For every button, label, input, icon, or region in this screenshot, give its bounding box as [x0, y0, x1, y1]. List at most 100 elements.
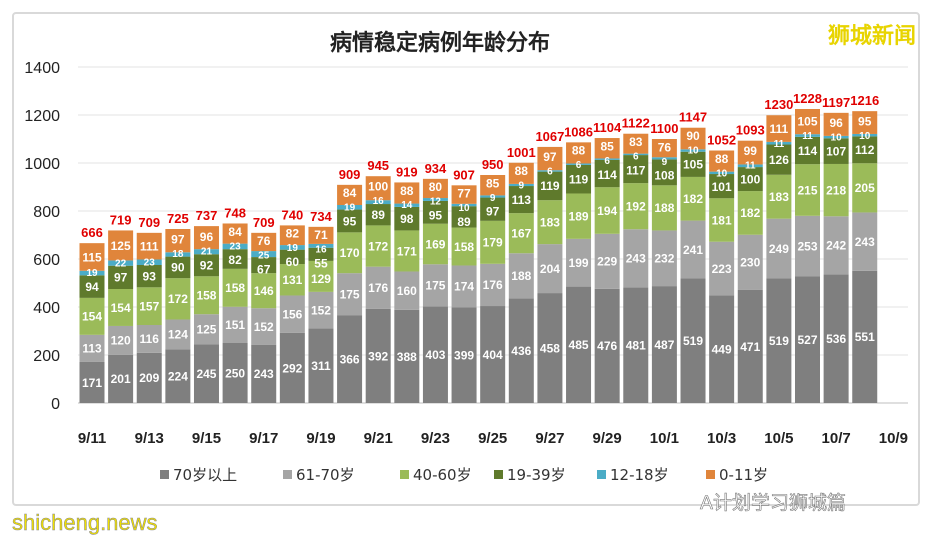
data-label: 88: [400, 184, 414, 198]
data-label: 243: [254, 367, 274, 381]
data-label: 241: [683, 243, 703, 257]
data-label: 105: [683, 158, 703, 172]
data-label: 189: [569, 209, 589, 223]
data-label: 487: [654, 338, 674, 352]
total-label: 709: [138, 215, 160, 230]
bar-segment: [251, 273, 277, 309]
total-label: 1197: [822, 95, 850, 110]
total-label: 934: [425, 161, 447, 176]
legend-swatch: [283, 470, 292, 479]
total-label: 1067: [535, 129, 564, 144]
x-tick-label: 9/23: [421, 430, 450, 447]
bar-segment: [480, 197, 506, 221]
data-label: 176: [483, 278, 503, 292]
data-label: 404: [483, 348, 503, 362]
y-tick-label: 0: [51, 396, 60, 413]
bar-segment: [108, 325, 134, 355]
bar-segment: [594, 187, 620, 234]
data-label: 218: [826, 183, 846, 197]
data-label: 22: [115, 259, 127, 270]
data-label: 399: [454, 348, 474, 362]
bar-segment: [365, 225, 391, 267]
bar-segment: [165, 278, 191, 320]
data-label: 152: [254, 320, 274, 334]
bar-segment: [537, 244, 563, 294]
data-label: 10: [458, 203, 470, 214]
bar-segment: [795, 276, 820, 403]
bar-segment: [737, 164, 763, 168]
data-label: 167: [511, 227, 531, 241]
data-label: 114: [597, 168, 617, 182]
bar-segment: [422, 200, 448, 224]
bar-segment: [623, 133, 649, 154]
bar-segment: [852, 136, 878, 164]
data-label: 14: [401, 200, 413, 211]
bar-segment: [193, 276, 219, 315]
data-label: 392: [368, 349, 388, 363]
y-tick-label: 600: [33, 252, 60, 269]
x-tick-label: 9/17: [249, 430, 278, 447]
x-tick-label: 10/7: [822, 430, 851, 447]
data-label: 98: [400, 212, 414, 226]
data-label: 131: [282, 273, 302, 287]
bar-segment: [508, 186, 534, 214]
total-label: 740: [281, 207, 303, 222]
data-label: 403: [425, 348, 445, 362]
data-label: 101: [712, 180, 732, 194]
bar-segment: [279, 245, 305, 250]
x-tick-label: 10/3: [707, 430, 736, 447]
total-label: 1052: [707, 133, 736, 148]
data-label: 146: [254, 284, 274, 298]
total-label: 1147: [679, 110, 707, 125]
legend-label: 12-18岁: [610, 466, 669, 484]
bar-segment: [79, 361, 105, 403]
data-label: 232: [654, 252, 674, 266]
data-label: 436: [511, 344, 531, 358]
data-label: 229: [597, 255, 617, 269]
bar-segment: [852, 212, 878, 271]
bar-segment: [795, 164, 820, 216]
bar-segment: [365, 308, 391, 403]
total-label: 950: [482, 157, 504, 172]
data-label: 223: [712, 262, 732, 276]
bar-segment: [823, 138, 849, 164]
bar-segment: [308, 247, 334, 261]
bar-segment: [737, 289, 763, 403]
bar-segment: [251, 232, 277, 252]
x-tick-label: 9/27: [535, 430, 564, 447]
bar-segment: [308, 260, 334, 292]
data-label: 124: [168, 328, 188, 342]
data-label: 11: [802, 131, 813, 142]
bar-segment: [251, 251, 277, 258]
bar-segment: [709, 150, 735, 172]
y-tick-label: 1000: [24, 156, 60, 173]
data-label: 92: [200, 259, 214, 273]
bar-segment: [222, 306, 248, 343]
bar-segment: [279, 264, 305, 296]
data-label: 115: [82, 250, 102, 264]
data-label: 25: [258, 251, 270, 262]
data-label: 158: [196, 289, 216, 303]
bar-segment: [193, 249, 219, 255]
total-label: 725: [167, 211, 189, 226]
bar-segment: [451, 227, 477, 266]
data-label: 21: [201, 247, 213, 258]
data-label: 129: [311, 272, 331, 286]
bar-segment: [165, 252, 191, 257]
bar-segment: [279, 225, 305, 246]
y-tick-label: 800: [33, 204, 60, 221]
data-label: 6: [547, 167, 553, 178]
total-label: 1104: [593, 120, 622, 135]
bar-segment: [422, 178, 448, 199]
data-label: 188: [654, 201, 674, 215]
data-label: 99: [744, 144, 758, 158]
bar-segment: [422, 264, 448, 307]
bar-segment: [394, 230, 420, 272]
data-label: 116: [140, 332, 160, 346]
data-label: 204: [540, 262, 560, 276]
data-label: 215: [797, 183, 817, 197]
bar-segment: [852, 133, 878, 137]
data-label: 6: [576, 160, 582, 171]
bar-segment: [508, 162, 534, 184]
legend-swatch: [400, 470, 409, 479]
